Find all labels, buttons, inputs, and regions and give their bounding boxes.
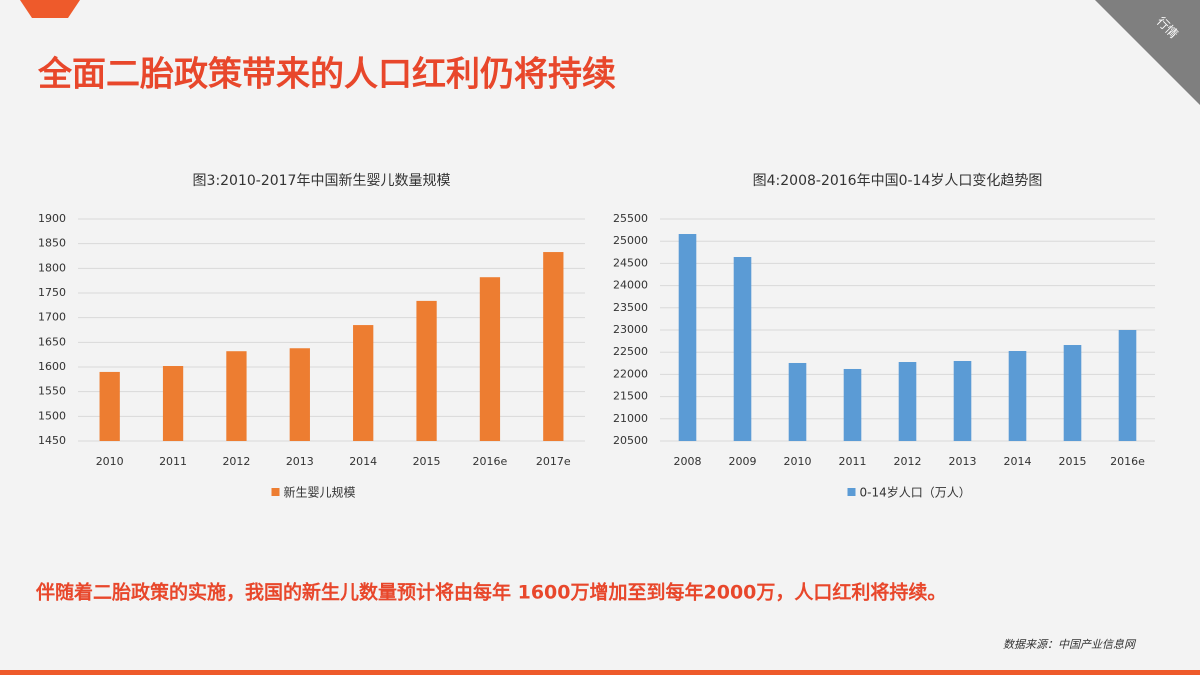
bar — [788, 362, 807, 441]
x-tick-label: 2015 — [413, 455, 441, 468]
bar — [953, 360, 972, 441]
y-tick-label: 1750 — [38, 286, 66, 299]
y-tick-label: 24500 — [613, 256, 648, 269]
bar — [543, 252, 564, 441]
y-tick-label: 1500 — [38, 409, 66, 422]
bar — [1008, 351, 1027, 441]
legend-label: 0-14岁人口（万人） — [860, 485, 971, 500]
x-tick-label: 2014 — [1004, 455, 1032, 468]
y-tick-label: 1700 — [38, 311, 66, 324]
bottom-bar — [0, 670, 1200, 675]
y-tick-label: 24000 — [613, 279, 648, 292]
bar — [843, 368, 862, 441]
bar — [678, 234, 697, 441]
y-tick-label: 21500 — [613, 390, 648, 403]
y-tick-label: 22000 — [613, 367, 648, 380]
x-tick-label: 2012 — [894, 455, 922, 468]
x-tick-label: 2016e — [1110, 455, 1145, 468]
x-tick-label: 2014 — [349, 455, 377, 468]
bar — [162, 366, 184, 441]
legend-swatch — [271, 488, 280, 496]
y-tick-label: 23000 — [613, 323, 648, 336]
x-tick-label: 2008 — [674, 455, 702, 468]
bar — [479, 277, 501, 441]
bar — [226, 351, 247, 441]
y-tick-label: 21000 — [613, 412, 648, 425]
bar — [1063, 345, 1082, 441]
y-tick-label: 20500 — [613, 434, 648, 447]
y-tick-label: 1800 — [38, 261, 66, 274]
y-tick-label: 1900 — [38, 212, 66, 225]
x-tick-label: 2017e — [536, 455, 571, 468]
bar — [289, 348, 310, 441]
slide-title: 全面二胎政策带来的人口红利仍将持续 — [37, 55, 616, 95]
bar — [416, 300, 437, 441]
x-tick-label: 2011 — [839, 455, 867, 468]
bar — [99, 371, 120, 441]
source: 数据来源：中国产业信息网 — [1003, 638, 1137, 651]
y-tick-label: 1450 — [38, 434, 66, 447]
x-tick-label: 2016e — [473, 455, 508, 468]
legend-swatch — [847, 488, 856, 496]
chart-title: 图3:2010-2017年中国新生婴儿数量规模 — [193, 173, 451, 189]
y-tick-label: 1600 — [38, 360, 66, 373]
y-tick-label: 1550 — [38, 385, 66, 398]
y-tick-label: 1850 — [38, 237, 66, 250]
top-tab — [20, 0, 80, 18]
x-tick-label: 2012 — [222, 455, 250, 468]
x-tick-label: 2010 — [784, 455, 812, 468]
corner-ribbon — [1095, 0, 1200, 105]
y-tick-label: 25500 — [613, 212, 648, 225]
y-tick-label: 25000 — [613, 234, 648, 247]
y-tick-label: 23500 — [613, 301, 648, 314]
summary: 伴随着二胎政策的实施，我国的新生儿数量预计将由每年 1600万增加至到每年200… — [35, 581, 946, 604]
bar — [898, 362, 917, 441]
x-tick-label: 2009 — [729, 455, 757, 468]
legend-label: 新生婴儿规模 — [284, 485, 356, 500]
bar — [733, 257, 752, 441]
y-tick-label: 22500 — [613, 345, 648, 358]
bar — [353, 325, 374, 441]
x-tick-label: 2013 — [949, 455, 977, 468]
bar — [1118, 330, 1137, 441]
x-tick-label: 2010 — [96, 455, 124, 468]
x-tick-label: 2015 — [1059, 455, 1087, 468]
y-tick-label: 1650 — [38, 335, 66, 348]
x-tick-label: 2013 — [286, 455, 314, 468]
chart-title: 图4:2008-2016年中国0-14岁人口变化趋势图 — [753, 173, 1043, 189]
x-tick-label: 2011 — [159, 455, 187, 468]
